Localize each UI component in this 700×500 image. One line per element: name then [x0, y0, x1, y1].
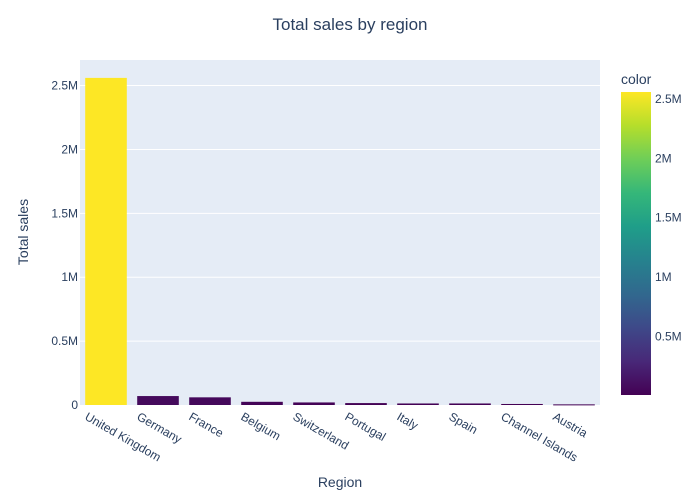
y-tick-label: 1M	[61, 270, 78, 284]
bar-switzerland	[293, 402, 335, 405]
x-tick-label: Spain	[447, 409, 481, 436]
colorbar-tick-label: 1M	[655, 270, 672, 284]
y-tick-label: 1.5M	[51, 206, 78, 220]
y-tick-label: 0.5M	[51, 334, 78, 348]
bar-united-kingdom	[85, 77, 127, 405]
colorbar-tick-label: 0.5M	[655, 329, 682, 343]
colorbar	[621, 92, 651, 395]
y-tick-label: 2M	[61, 142, 78, 156]
chart-title: Total sales by region	[273, 15, 428, 34]
y-tick-label: 0	[71, 398, 78, 412]
x-axis-title: Region	[318, 474, 362, 490]
x-tick-label: Austria	[551, 409, 591, 440]
colorbar-title: color	[621, 71, 652, 87]
gridlines	[80, 85, 600, 342]
x-tick-label: Italy	[395, 409, 421, 432]
bar-italy	[397, 403, 439, 405]
y-axis-title: Total sales	[15, 199, 31, 265]
colorbar-tick-label: 2.5M	[655, 92, 682, 106]
bar-channel-islands	[501, 403, 543, 405]
bar-austria	[553, 404, 595, 406]
bar-portugal	[345, 403, 387, 405]
bar-france	[189, 397, 231, 405]
bar-belgium	[241, 401, 283, 405]
colorbar-tick-label: 2M	[655, 151, 672, 165]
y-axis-ticks: 0 0.5M 1M 1.5M 2M 2.5M	[51, 79, 78, 412]
colorbar-tick-label: 1.5M	[655, 211, 682, 225]
x-tick-label: France	[187, 409, 227, 440]
bar-germany	[137, 396, 179, 405]
bars	[85, 77, 595, 406]
plot-area	[80, 60, 600, 405]
bar-spain	[449, 403, 491, 405]
colorbar-ticks: 0.5M 1M 1.5M 2M 2.5M	[655, 92, 682, 343]
y-tick-label: 2.5M	[51, 79, 78, 93]
x-tick-label: Belgium	[239, 409, 284, 443]
x-tick-label: Switzerland	[291, 409, 352, 452]
